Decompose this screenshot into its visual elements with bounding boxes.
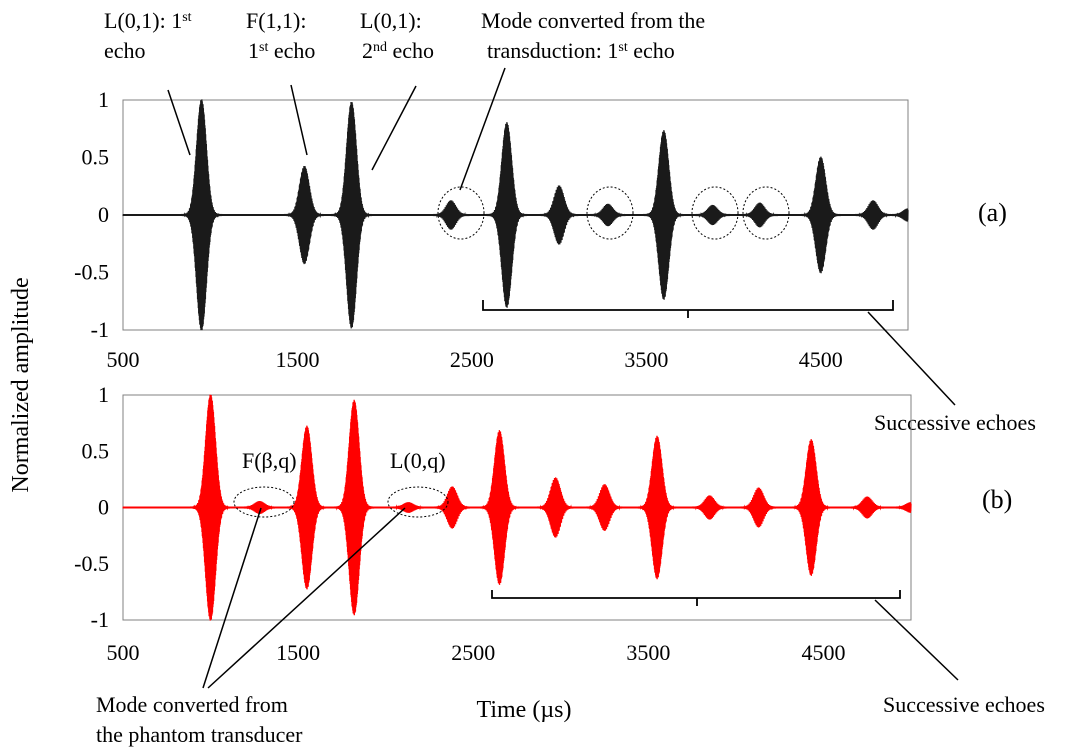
panel-a-xtick-label: 4500 (799, 347, 843, 372)
panel-a-xtick-label: 2500 (450, 347, 494, 372)
panel-b-ytick-label: -1 (91, 607, 109, 632)
panel-b-label: (b) (982, 485, 1012, 514)
circle-mode-converted-4 (742, 186, 790, 240)
panel-b-xtick-label: 2500 (451, 640, 495, 665)
panel-a-xtick-label: 500 (107, 347, 140, 372)
pointer-successive-b (874, 599, 959, 681)
x-axis-label: Time (µs) (477, 697, 572, 723)
panel-b: 1 0.5 0 -0.5 -1 500 1500 2500 3500 4500 (b) F(β,… (74, 382, 1045, 747)
circle-l-0-q (387, 486, 449, 518)
annotation-f11-first-echo: F(1,1): 1st echo (246, 8, 315, 63)
panel-b-xtick-label: 1500 (276, 640, 320, 665)
panel-a-ytick-label: 0.5 (82, 145, 110, 170)
panel-a-ytick-label: 0 (98, 202, 109, 227)
panel-a-label: (a) (978, 198, 1007, 227)
pointer-f11-first (290, 84, 308, 156)
panel-a-waveform (122, 99, 909, 331)
circle-f-beta-q (233, 486, 295, 518)
annotation-successive-echoes-a: Successive echoes (874, 410, 1036, 435)
pointer-mode-converted-b1 (202, 507, 262, 689)
circle-mode-converted-2 (586, 186, 634, 240)
panel-b-xtick-label: 3500 (626, 640, 670, 665)
panel-b-xtick-label: 4500 (801, 640, 845, 665)
bracket-successive-a (482, 300, 894, 318)
panel-b-xtick-label: 500 (107, 640, 140, 665)
panel-a-xtick-label: 1500 (275, 347, 319, 372)
panel-a-ytick-label: -0.5 (74, 260, 109, 285)
annotation-l01-first-echo: L(0,1): 1st echo (104, 8, 197, 63)
pointer-l01-second (371, 85, 417, 171)
annotation-l-0-q: L(0,q) (390, 448, 446, 473)
annotation-f-beta-q: F(β,q) (242, 448, 297, 473)
panel-a-ytick-label: 1 (98, 87, 109, 112)
annotation-mode-converted-phantom: Mode converted from the phantom transduc… (96, 692, 303, 747)
panel-a: 1 0.5 0 -0.5 -1 500 1500 2500 3500 4500 (a) L(0,… (74, 8, 1036, 435)
panel-a-ytick-label: -1 (91, 317, 109, 342)
y-axis-label: Normalized amplitude (8, 277, 34, 492)
annotation-successive-echoes-b: Successive echoes (883, 692, 1045, 717)
circle-mode-converted-1 (437, 186, 485, 240)
panel-b-waveform (122, 394, 912, 621)
panel-b-ytick-label: 1 (98, 382, 109, 407)
panel-a-xtick-label: 3500 (624, 347, 668, 372)
pointer-l01-first (167, 89, 191, 156)
pointer-mode-converted-a (459, 67, 506, 191)
pointer-mode-converted-b2 (207, 507, 406, 689)
panel-b-ytick-label: 0.5 (82, 438, 110, 463)
pointer-successive-a (867, 311, 956, 406)
annotation-mode-converted-transduction: Mode converted from the transduction: 1s… (481, 8, 711, 63)
panel-b-ytick-label: -0.5 (74, 551, 109, 576)
bracket-successive-b (491, 590, 901, 606)
panel-b-ytick-label: 0 (98, 495, 109, 520)
annotation-l01-second-echo: L(0,1): 2nd echo (360, 8, 434, 63)
circle-mode-converted-3 (691, 186, 739, 240)
